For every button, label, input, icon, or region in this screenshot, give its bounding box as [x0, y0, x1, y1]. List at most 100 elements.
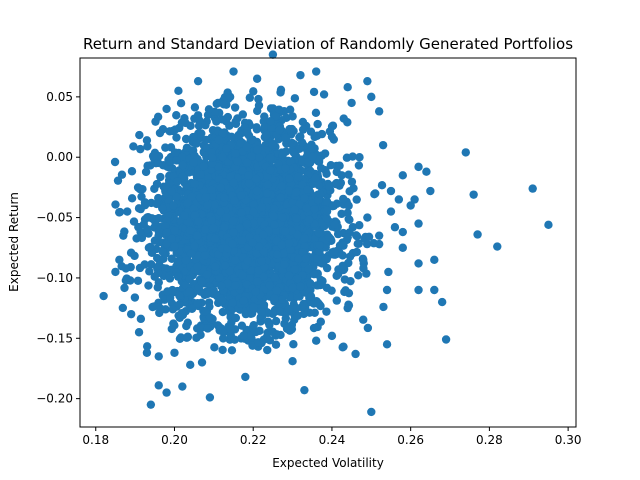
data-point	[176, 99, 186, 108]
data-point	[143, 142, 152, 151]
data-point	[288, 283, 297, 293]
data-point	[351, 231, 361, 240]
data-point	[249, 207, 258, 217]
data-point	[347, 98, 356, 108]
data-point	[284, 304, 294, 314]
data-point	[322, 283, 332, 292]
data-point	[167, 254, 177, 263]
data-point	[249, 219, 258, 228]
data-point	[390, 223, 400, 232]
data-point	[414, 219, 423, 228]
data-point	[155, 128, 165, 138]
data-point	[204, 105, 214, 114]
data-point	[386, 186, 396, 196]
data-point	[229, 178, 238, 188]
data-point	[156, 172, 165, 182]
data-point	[352, 247, 361, 257]
data-point	[310, 308, 319, 317]
data-point	[286, 226, 296, 236]
data-point	[284, 174, 294, 183]
data-point	[230, 281, 240, 290]
data-point	[252, 123, 261, 132]
data-point	[190, 103, 200, 112]
data-point	[265, 281, 275, 290]
data-point	[277, 295, 287, 305]
data-point	[316, 317, 326, 326]
data-point	[238, 270, 247, 280]
data-point	[292, 304, 301, 313]
x-axis-label: Expected Volatility	[272, 456, 384, 470]
data-point	[294, 172, 303, 181]
data-point	[290, 265, 299, 274]
data-point	[228, 298, 237, 308]
data-point	[170, 348, 179, 357]
data-point	[154, 381, 163, 390]
data-point	[154, 213, 163, 223]
data-point	[333, 229, 343, 239]
data-point	[314, 228, 323, 238]
data-point	[190, 179, 200, 189]
data-point	[207, 216, 216, 225]
data-point	[259, 230, 268, 240]
data-point	[181, 280, 190, 290]
data-point	[162, 104, 171, 114]
data-point	[197, 358, 207, 367]
data-point	[318, 276, 327, 286]
data-point	[284, 238, 294, 248]
data-point	[335, 161, 344, 170]
data-point	[298, 157, 307, 166]
data-point	[153, 112, 163, 122]
data-point	[218, 307, 227, 317]
data-point	[469, 190, 478, 199]
data-point	[183, 332, 192, 341]
data-point	[355, 153, 364, 162]
data-point	[182, 198, 192, 208]
data-point	[263, 196, 272, 206]
data-point	[228, 239, 237, 249]
data-point	[308, 152, 317, 161]
data-point	[156, 304, 166, 314]
data-point	[441, 335, 451, 344]
data-point	[332, 271, 341, 280]
plot-frame	[79, 57, 577, 428]
data-point	[255, 326, 264, 336]
data-point	[200, 251, 210, 260]
data-point	[249, 303, 258, 312]
data-point	[216, 281, 226, 291]
data-point	[309, 87, 319, 97]
data-point	[306, 279, 315, 288]
data-point	[254, 94, 263, 104]
data-point	[327, 331, 337, 341]
data-point	[300, 234, 309, 243]
data-point	[180, 211, 189, 220]
data-point	[274, 105, 284, 114]
data-point	[386, 207, 396, 216]
data-point	[351, 349, 360, 359]
data-point	[265, 336, 275, 345]
data-point	[130, 293, 140, 302]
data-point	[203, 324, 212, 333]
data-point	[248, 238, 257, 247]
data-point	[268, 140, 277, 150]
data-point	[152, 253, 162, 263]
data-point	[230, 103, 240, 112]
data-point	[362, 239, 372, 249]
data-point	[313, 298, 323, 308]
data-point	[113, 176, 123, 185]
data-point	[379, 302, 388, 312]
data-point	[115, 208, 124, 217]
data-point	[150, 272, 159, 281]
data-point	[302, 203, 311, 213]
data-point	[193, 231, 202, 241]
data-point	[208, 153, 217, 162]
data-point	[201, 121, 210, 130]
data-point	[367, 92, 376, 102]
data-point	[201, 225, 210, 234]
data-point	[426, 186, 435, 196]
data-point	[187, 192, 196, 202]
data-point	[290, 205, 299, 214]
data-point	[165, 293, 175, 303]
data-point	[135, 130, 144, 140]
data-point	[154, 352, 163, 361]
chart-title: Return and Standard Deviation of Randoml…	[83, 35, 573, 53]
